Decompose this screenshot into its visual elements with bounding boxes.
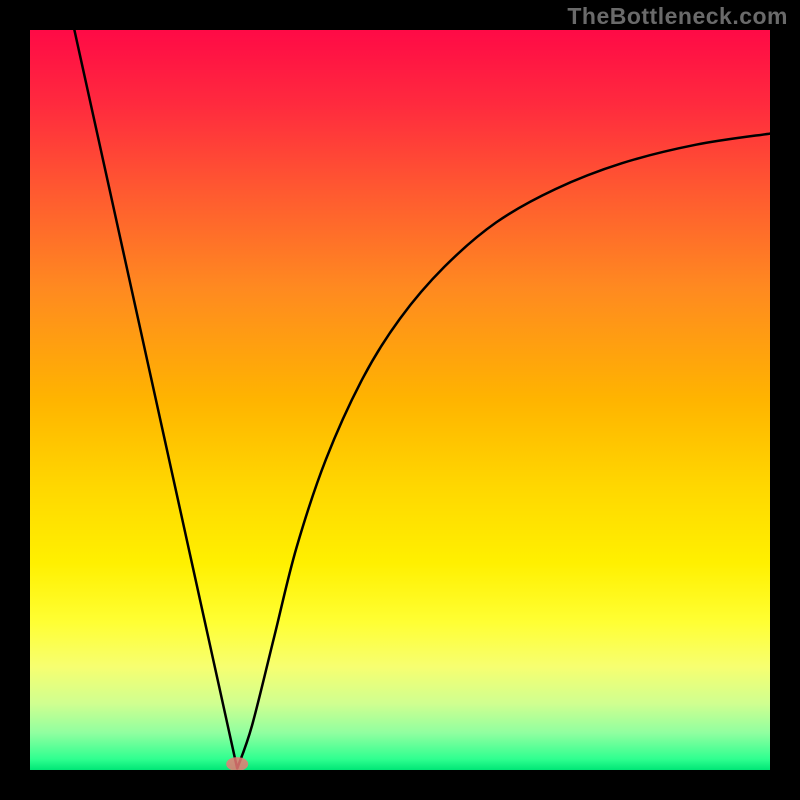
gradient-background xyxy=(30,30,770,770)
watermark-text: TheBottleneck.com xyxy=(567,3,788,30)
chart-svg xyxy=(30,30,770,770)
chart-plot-area xyxy=(30,30,770,770)
